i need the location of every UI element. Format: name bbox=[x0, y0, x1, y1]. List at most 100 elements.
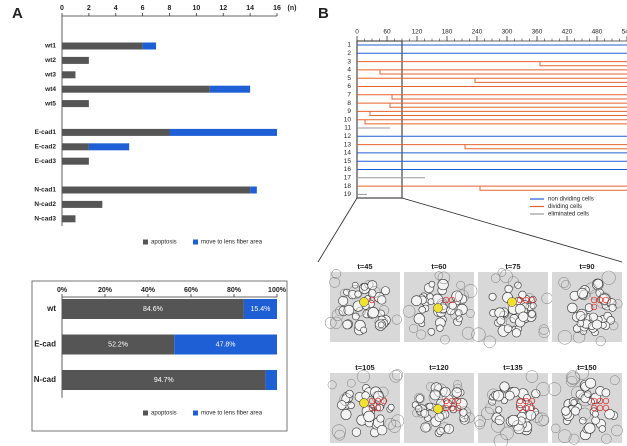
row-label: 4 bbox=[347, 67, 351, 74]
x-tick-label: 12 bbox=[219, 5, 227, 12]
cell bbox=[567, 302, 578, 314]
division-branch bbox=[389, 103, 627, 108]
cell bbox=[579, 289, 590, 301]
cell bbox=[584, 422, 596, 434]
x-tick-label: 0 bbox=[355, 29, 359, 36]
row-label: 7 bbox=[347, 92, 351, 99]
cell bbox=[499, 381, 510, 392]
row-label: 14 bbox=[344, 150, 352, 157]
cell bbox=[531, 411, 543, 423]
dividing-cell bbox=[442, 404, 450, 412]
dividing-cell bbox=[516, 404, 524, 412]
cell bbox=[428, 390, 443, 405]
category-label: wt2 bbox=[44, 57, 56, 64]
x-tick-label: 420 bbox=[562, 29, 573, 36]
cell bbox=[595, 336, 606, 347]
zoom-line bbox=[317, 197, 358, 263]
category-label: E-cad2 bbox=[35, 144, 57, 151]
dividing-cell bbox=[368, 296, 376, 304]
cell bbox=[343, 304, 355, 316]
dividing-cell bbox=[516, 296, 524, 304]
highlight-cell bbox=[359, 398, 369, 408]
cell bbox=[420, 409, 430, 418]
division-branch bbox=[369, 111, 627, 117]
dividing-cell bbox=[368, 397, 376, 405]
cell bbox=[361, 391, 370, 400]
cell bbox=[512, 420, 524, 432]
dividing-cell bbox=[528, 404, 536, 412]
cell bbox=[338, 295, 349, 306]
row-label: 17 bbox=[344, 175, 352, 182]
cell bbox=[450, 308, 462, 321]
highlight-cell bbox=[507, 297, 517, 307]
panel-label: A bbox=[12, 5, 23, 22]
value-label: 94.7% bbox=[154, 377, 174, 384]
category-label: wt1 bbox=[44, 43, 56, 50]
cell bbox=[331, 424, 347, 439]
cell bbox=[584, 303, 594, 312]
cell bbox=[499, 310, 509, 320]
x-axis-label: (n) bbox=[288, 5, 297, 12]
image-label: t=150 bbox=[577, 363, 596, 372]
division-branch bbox=[379, 69, 627, 75]
cell bbox=[377, 295, 387, 305]
cell bbox=[577, 287, 588, 299]
cell bbox=[376, 414, 385, 423]
cell bbox=[592, 319, 602, 330]
cell bbox=[601, 388, 611, 398]
cell bbox=[570, 386, 585, 400]
cell bbox=[427, 298, 435, 305]
cell bbox=[448, 301, 457, 310]
cell bbox=[558, 277, 570, 288]
cell bbox=[384, 417, 397, 430]
cell bbox=[471, 327, 486, 342]
cell bbox=[342, 319, 352, 330]
x-tick-label: 180 bbox=[442, 29, 453, 36]
dividing-cell bbox=[448, 296, 456, 304]
cell bbox=[324, 317, 337, 329]
cell bbox=[436, 324, 444, 332]
dividing-cell bbox=[374, 404, 382, 412]
cell bbox=[560, 280, 571, 290]
bar-segment bbox=[62, 85, 210, 93]
cell bbox=[604, 408, 615, 420]
cell bbox=[550, 423, 561, 434]
dividing-cell bbox=[522, 397, 530, 405]
bar-segment bbox=[250, 186, 257, 194]
row-label: 9 bbox=[347, 108, 351, 115]
x-tick-label: 40% bbox=[141, 287, 156, 294]
cell bbox=[371, 391, 384, 403]
cell bbox=[437, 271, 451, 285]
cell bbox=[488, 292, 497, 301]
cell bbox=[369, 286, 381, 298]
cell bbox=[568, 433, 580, 445]
value-label: 47.8% bbox=[216, 341, 236, 348]
cell bbox=[443, 423, 454, 434]
x-tick-label: 120 bbox=[412, 29, 423, 36]
legend-label: apoptosis bbox=[151, 411, 177, 417]
highlight-cell bbox=[433, 303, 443, 313]
bar-segment bbox=[62, 56, 89, 64]
micrograph bbox=[324, 269, 402, 342]
cell bbox=[402, 305, 416, 318]
cell bbox=[606, 316, 615, 325]
cell bbox=[483, 335, 496, 348]
division-branch bbox=[539, 61, 627, 67]
cell bbox=[527, 309, 537, 319]
cell bbox=[453, 380, 462, 389]
bar-segment bbox=[62, 143, 89, 151]
legend-label: dividing cells bbox=[548, 204, 582, 210]
division-branch bbox=[364, 119, 627, 125]
cell bbox=[348, 285, 363, 300]
cell bbox=[598, 425, 606, 433]
cell bbox=[351, 427, 362, 437]
cell bbox=[412, 408, 421, 418]
cell bbox=[611, 424, 623, 437]
cell bbox=[535, 412, 549, 427]
cell bbox=[500, 426, 514, 441]
cell bbox=[565, 370, 580, 385]
cell bbox=[528, 310, 536, 318]
cell bbox=[437, 279, 449, 291]
x-tick-label: 480 bbox=[592, 29, 603, 36]
